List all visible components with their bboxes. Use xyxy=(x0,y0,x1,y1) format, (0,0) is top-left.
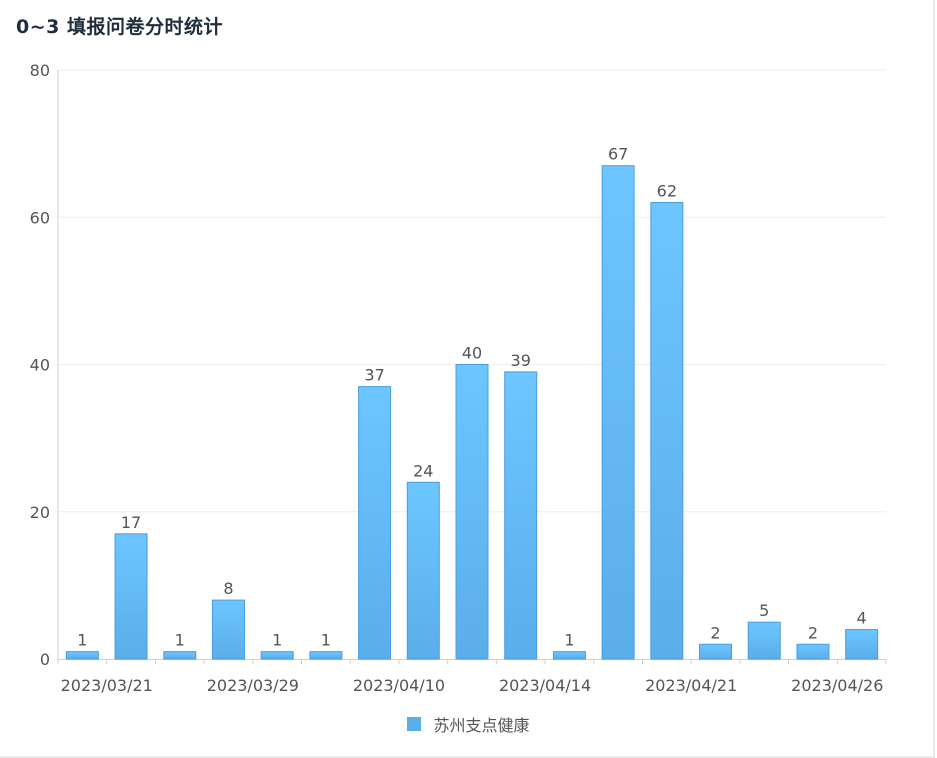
bar-value-label: 2 xyxy=(710,623,720,642)
legend[interactable]: 苏州支点健康 xyxy=(0,712,937,736)
x-tick-label: 2023/04/26 xyxy=(791,676,883,695)
bar-value-label: 8 xyxy=(223,579,233,598)
y-tick-label: 0 xyxy=(40,650,50,669)
bar[interactable] xyxy=(650,202,684,660)
bar[interactable] xyxy=(845,629,879,660)
bar-value-label: 37 xyxy=(364,366,384,385)
bar-value-label: 1 xyxy=(564,631,574,650)
legend-label: 苏州支点健康 xyxy=(433,716,530,735)
bar[interactable] xyxy=(504,371,538,660)
y-tick-label: 20 xyxy=(30,503,50,522)
bar-value-label: 1 xyxy=(321,631,331,650)
legend-item[interactable]: 苏州支点健康 xyxy=(407,712,530,736)
bar[interactable] xyxy=(601,165,635,660)
bar-value-label: 24 xyxy=(413,461,433,480)
bar[interactable] xyxy=(309,651,343,660)
bars xyxy=(65,165,879,660)
bar-value-label: 5 xyxy=(759,601,769,620)
bar-value-label: 1 xyxy=(175,631,185,650)
x-tick-label: 2023/04/10 xyxy=(353,676,445,695)
y-tick-label: 40 xyxy=(30,356,50,375)
bar[interactable] xyxy=(114,533,148,660)
x-tick-label: 2023/04/21 xyxy=(645,676,737,695)
x-tick-label: 2023/04/14 xyxy=(499,676,591,695)
bar[interactable] xyxy=(358,386,392,660)
bar-value-label: 1 xyxy=(272,631,282,650)
bar-value-label: 2 xyxy=(808,623,818,642)
bar-value-label: 67 xyxy=(608,145,628,164)
bar[interactable] xyxy=(406,481,440,660)
bar-value-label: 1 xyxy=(77,631,87,650)
bar-value-label: 4 xyxy=(857,609,867,628)
y-tick-label: 60 xyxy=(30,208,50,227)
bar-value-label: 40 xyxy=(462,344,482,363)
y-tick-label: 80 xyxy=(30,61,50,80)
chart-title: 0~3 填报问卷分时统计 xyxy=(16,16,223,38)
x-tick-label: 2023/03/29 xyxy=(207,676,299,695)
bar[interactable] xyxy=(65,651,99,660)
bar[interactable] xyxy=(455,364,489,660)
bar[interactable] xyxy=(552,651,586,660)
bar[interactable] xyxy=(699,643,733,660)
legend-swatch xyxy=(407,717,422,731)
bar[interactable] xyxy=(796,643,830,660)
bar-value-label: 62 xyxy=(657,182,677,201)
bar[interactable] xyxy=(260,651,294,660)
x-tick-label: 2023/03/21 xyxy=(61,676,153,695)
bar[interactable] xyxy=(747,621,781,660)
bar-value-label: 17 xyxy=(121,513,141,532)
bar[interactable] xyxy=(211,599,245,660)
bar-value-label: 39 xyxy=(511,351,531,370)
bar[interactable] xyxy=(163,651,197,660)
tick-labels: 0 20 40 60 80 2023/03/21 2023/03/29 2023/04/10 2… xyxy=(30,61,884,695)
